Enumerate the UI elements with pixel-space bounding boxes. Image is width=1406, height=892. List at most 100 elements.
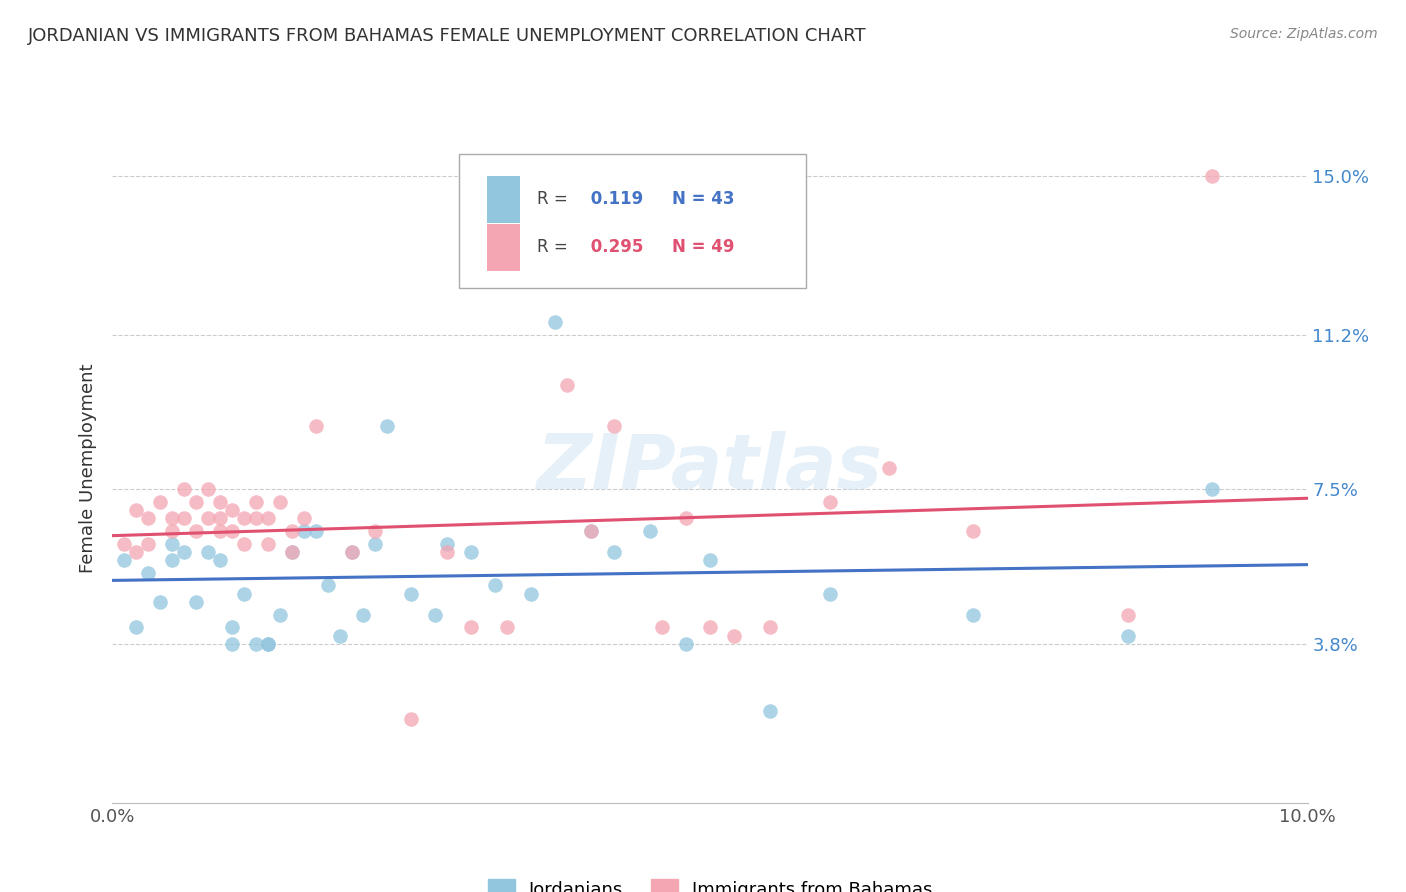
- Point: [340, 545, 363, 559]
- FancyBboxPatch shape: [458, 154, 806, 288]
- Point: [520, 587, 543, 601]
- Point: [221, 503, 243, 517]
- Point: [603, 545, 626, 559]
- Point: [186, 495, 208, 509]
- Point: [281, 545, 304, 559]
- Point: [149, 595, 172, 609]
- Point: [125, 503, 148, 517]
- Point: [232, 587, 256, 601]
- Point: [759, 704, 782, 718]
- Point: [877, 461, 901, 475]
- Point: [460, 620, 482, 634]
- Point: [138, 511, 160, 525]
- Point: [257, 511, 280, 525]
- Point: [377, 419, 399, 434]
- Bar: [486, 176, 520, 222]
- Text: JORDANIAN VS IMMIGRANTS FROM BAHAMAS FEMALE UNEMPLOYMENT CORRELATION CHART: JORDANIAN VS IMMIGRANTS FROM BAHAMAS FEM…: [28, 27, 866, 45]
- Bar: [486, 224, 520, 270]
- Point: [603, 419, 626, 434]
- Point: [114, 536, 135, 550]
- Point: [138, 536, 160, 550]
- Point: [197, 511, 219, 525]
- Point: [208, 553, 231, 567]
- Point: [162, 524, 183, 538]
- Point: [245, 637, 267, 651]
- Point: [292, 511, 315, 525]
- Point: [675, 637, 697, 651]
- Point: [759, 620, 782, 634]
- Point: [579, 524, 602, 538]
- Point: [425, 607, 447, 622]
- Text: 0.119: 0.119: [585, 190, 643, 208]
- Point: [125, 620, 148, 634]
- Point: [460, 545, 482, 559]
- Text: R =: R =: [537, 238, 572, 256]
- Point: [186, 524, 208, 538]
- Point: [340, 545, 363, 559]
- Point: [328, 628, 352, 642]
- Point: [221, 637, 243, 651]
- Point: [281, 524, 304, 538]
- Point: [364, 536, 387, 550]
- Point: [436, 536, 458, 550]
- Point: [555, 377, 578, 392]
- Point: [114, 553, 135, 567]
- Point: [699, 553, 721, 567]
- Point: [125, 545, 148, 559]
- Point: [579, 524, 602, 538]
- Point: [818, 587, 841, 601]
- Point: [208, 524, 231, 538]
- Point: [675, 511, 697, 525]
- Point: [304, 419, 326, 434]
- Point: [221, 524, 243, 538]
- Point: [651, 620, 673, 634]
- Point: [723, 628, 745, 642]
- Point: [304, 524, 326, 538]
- Point: [401, 712, 423, 726]
- Point: [173, 511, 195, 525]
- Point: [1118, 607, 1140, 622]
- Point: [818, 495, 841, 509]
- Point: [162, 511, 183, 525]
- Text: 0.295: 0.295: [585, 238, 643, 256]
- Text: N = 49: N = 49: [672, 238, 734, 256]
- Point: [484, 578, 506, 592]
- Legend: Jordanians, Immigrants from Bahamas: Jordanians, Immigrants from Bahamas: [481, 872, 939, 892]
- Point: [364, 524, 387, 538]
- Point: [162, 536, 183, 550]
- Point: [269, 495, 291, 509]
- Point: [221, 620, 243, 634]
- Point: [496, 620, 519, 634]
- Point: [269, 607, 291, 622]
- Point: [962, 524, 984, 538]
- Point: [281, 545, 304, 559]
- Text: ZIPatlas: ZIPatlas: [537, 432, 883, 505]
- Text: N = 43: N = 43: [672, 190, 734, 208]
- Point: [232, 511, 256, 525]
- Point: [257, 536, 280, 550]
- Point: [352, 607, 374, 622]
- Point: [149, 495, 172, 509]
- Point: [208, 495, 231, 509]
- Point: [436, 545, 458, 559]
- Point: [543, 315, 565, 329]
- Point: [257, 637, 280, 651]
- Point: [173, 545, 195, 559]
- Point: [401, 587, 423, 601]
- Point: [638, 524, 662, 538]
- Point: [962, 607, 984, 622]
- Text: R =: R =: [537, 190, 572, 208]
- Point: [1201, 169, 1223, 183]
- Point: [1118, 628, 1140, 642]
- Point: [197, 545, 219, 559]
- Point: [292, 524, 315, 538]
- Point: [245, 495, 267, 509]
- Point: [1201, 482, 1223, 496]
- Point: [232, 536, 256, 550]
- Point: [257, 637, 280, 651]
- Text: Source: ZipAtlas.com: Source: ZipAtlas.com: [1230, 27, 1378, 41]
- Point: [316, 578, 339, 592]
- Point: [699, 620, 721, 634]
- Point: [138, 566, 160, 580]
- Point: [173, 482, 195, 496]
